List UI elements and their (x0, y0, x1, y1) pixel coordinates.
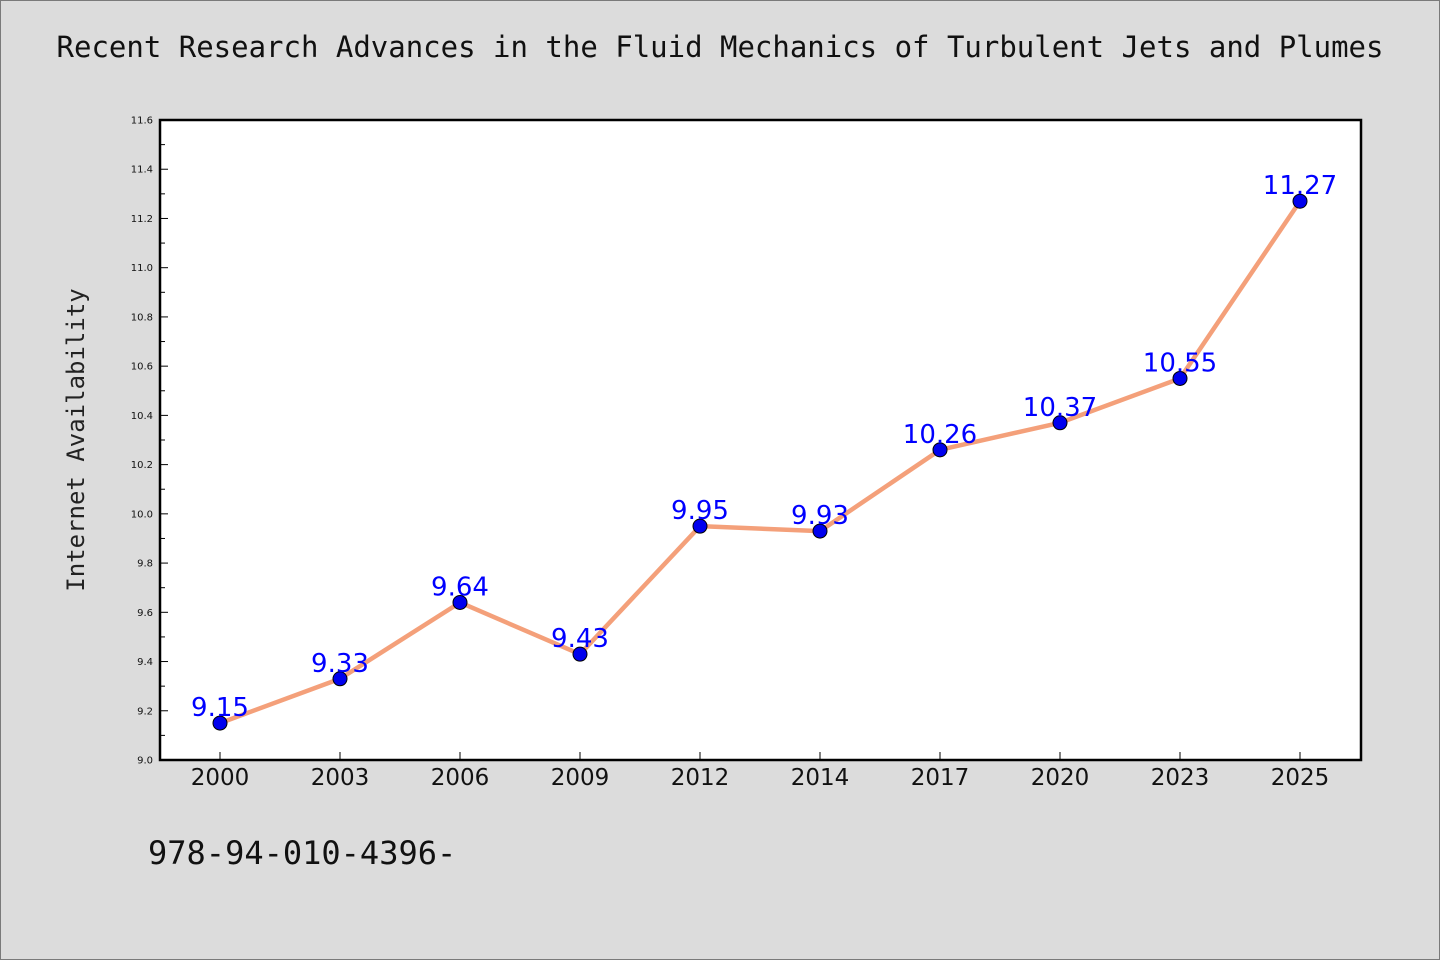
chart-title: Recent Research Advances in the Fluid Me… (56, 30, 1384, 64)
data-label: 11.27 (1263, 171, 1337, 201)
data-point (812, 523, 828, 539)
y-tick-label: 10.4 (131, 411, 153, 422)
data-label: 9.64 (431, 572, 489, 602)
x-tick-label: 2009 (551, 765, 610, 791)
x-tick-label: 2017 (911, 765, 970, 791)
x-tick-label: 2006 (431, 765, 490, 791)
data-point (932, 442, 948, 458)
x-tick-label: 2014 (791, 765, 850, 791)
y-tick-label: 9.8 (137, 559, 153, 570)
y-tick-label: 10.6 (131, 362, 153, 373)
data-point (332, 671, 348, 687)
x-tick-label: 2025 (1271, 765, 1330, 791)
y-tick-label: 10.0 (131, 509, 153, 520)
data-point (452, 594, 468, 610)
footnote-isbn: 978-94-010-4396- (148, 834, 457, 872)
data-point (572, 646, 588, 662)
y-tick-label: 9.6 (137, 608, 153, 619)
x-tick-label: 2012 (671, 765, 730, 791)
data-point (1052, 415, 1068, 431)
data-point (1292, 193, 1308, 209)
y-tick-label: 10.2 (131, 460, 153, 471)
data-point (1172, 370, 1188, 386)
data-label: 10.26 (903, 420, 977, 450)
y-tick-label: 11.2 (131, 214, 153, 225)
data-label: 9.33 (311, 649, 369, 679)
data-point (692, 518, 708, 534)
y-tick-label: 10.8 (131, 312, 153, 323)
y-tick-label: 11.4 (131, 165, 153, 176)
data-label: 10.37 (1023, 393, 1097, 423)
data-point (212, 715, 228, 731)
data-label: 10.55 (1143, 348, 1217, 378)
data-label: 9.93 (791, 501, 849, 531)
data-label: 9.95 (671, 496, 729, 526)
data-label: 9.43 (551, 624, 609, 654)
x-tick-label: 2023 (1151, 765, 1210, 791)
plot-area (158, 118, 1363, 762)
x-tick-label: 2003 (311, 765, 370, 791)
x-tick-label: 2020 (1031, 765, 1090, 791)
y-tick-label: 11.0 (131, 263, 153, 274)
y-tick-label: 9.4 (137, 657, 153, 668)
x-tick-label: 2000 (191, 765, 250, 791)
y-tick-label: 11.6 (131, 116, 153, 127)
series-line (217, 198, 1303, 726)
y-tick-label: 9.2 (137, 706, 153, 717)
data-label: 9.15 (191, 693, 249, 723)
y-tick-label: 9.0 (137, 756, 153, 767)
